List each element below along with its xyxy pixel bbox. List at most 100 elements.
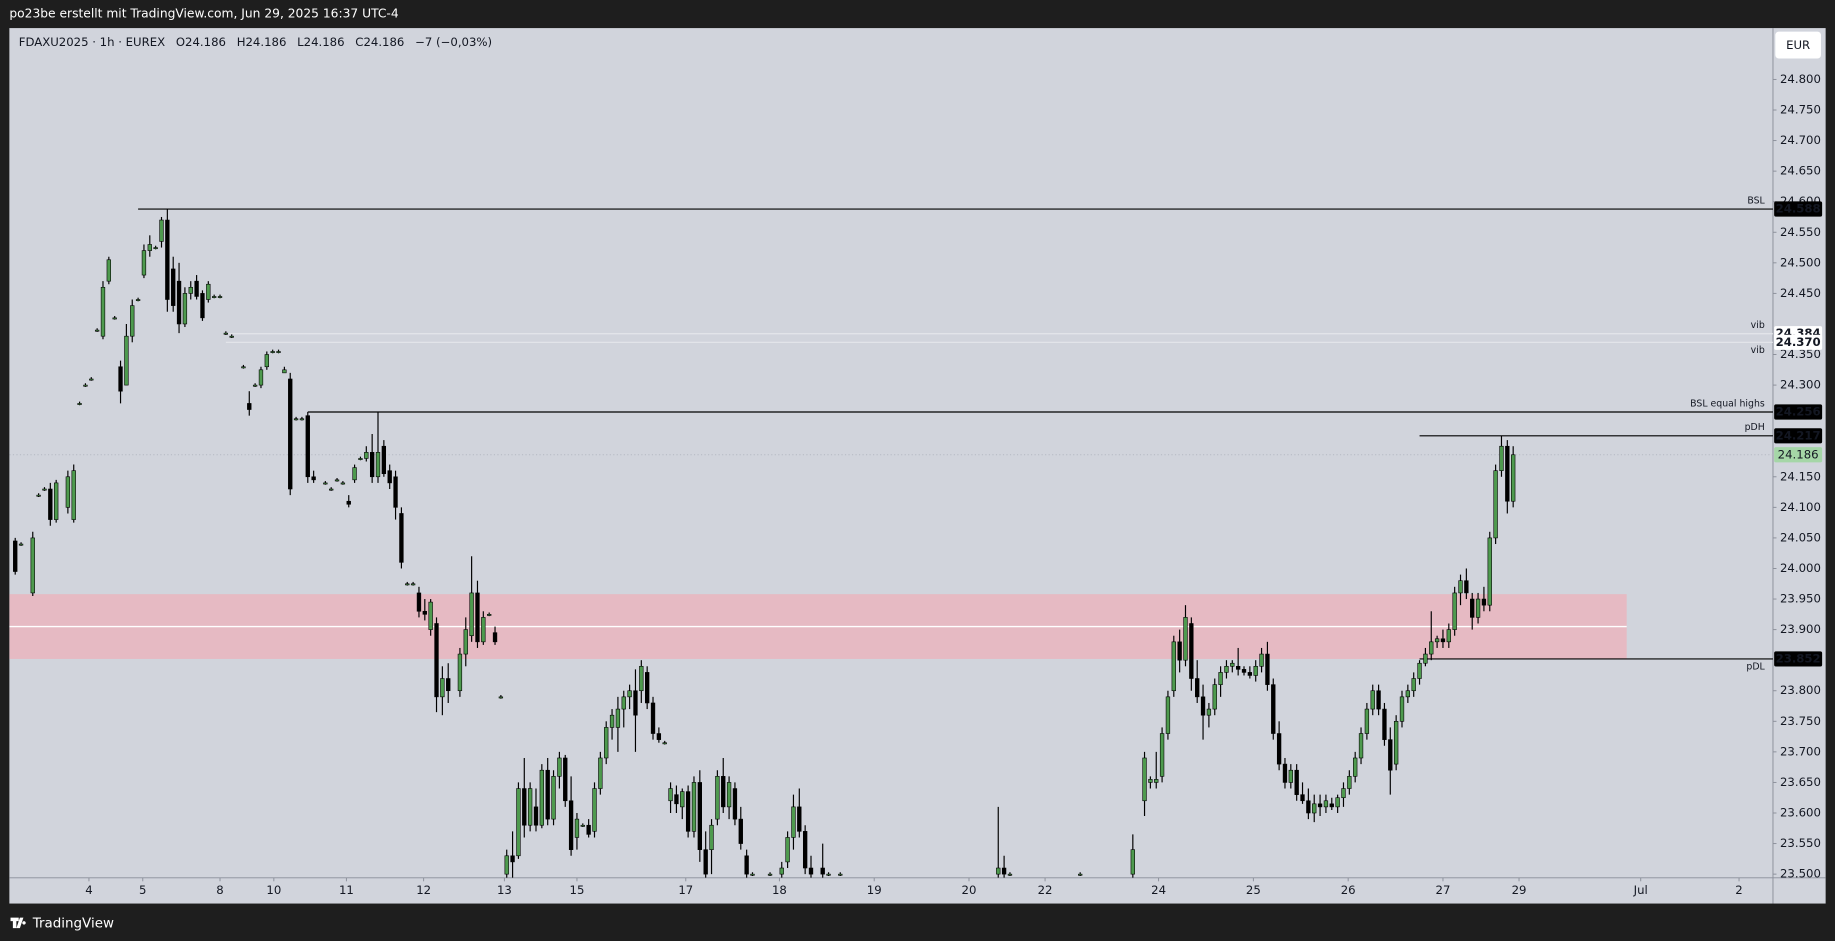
candle-body — [241, 366, 246, 369]
price-box-label: 24.217 — [1776, 428, 1821, 442]
candle-body — [721, 776, 726, 808]
price-box — [1774, 428, 1823, 444]
candle-body — [469, 592, 474, 637]
candle-body — [487, 614, 492, 616]
candle-body — [1276, 733, 1282, 765]
candle-body — [1353, 757, 1358, 777]
candle-body — [1235, 665, 1241, 670]
candle-body — [1470, 598, 1475, 618]
candle-body — [30, 537, 35, 594]
candle-body — [1458, 580, 1463, 594]
y-tick-label: 24.000 — [1780, 561, 1821, 575]
currency-button[interactable] — [1775, 31, 1821, 59]
candle-body — [282, 369, 287, 374]
candle-body — [416, 592, 422, 612]
candle-body — [791, 806, 796, 838]
y-tick-label: 23.500 — [1780, 867, 1821, 881]
symbol: FDAXU2025 · 1h · EUREX — [19, 35, 165, 49]
candle-body — [311, 476, 316, 481]
level-label: vib — [1751, 345, 1765, 356]
top-bar-text: po23be erstellt mit TradingView.com, Jun… — [9, 7, 398, 21]
candle-body — [346, 500, 351, 505]
candle-body — [1393, 721, 1399, 765]
price-box — [1774, 334, 1823, 350]
candle-body — [674, 794, 679, 805]
price-box-label: 24.256 — [1776, 404, 1821, 418]
candle-body — [1317, 803, 1323, 808]
candle-body — [568, 800, 574, 850]
candle-body — [1341, 788, 1346, 799]
y-tick-label: 24.050 — [1780, 530, 1821, 544]
candle-body — [726, 782, 732, 808]
candle-body — [1253, 665, 1258, 676]
y-tick-label: 24.800 — [1780, 72, 1821, 86]
close-value: C24.186 — [355, 35, 404, 49]
candle-body — [405, 583, 410, 586]
candle-body — [217, 296, 223, 298]
candle-body — [364, 452, 369, 459]
x-tick-label: Jul — [1633, 883, 1648, 897]
candle-body — [1364, 708, 1370, 734]
candle-body — [621, 696, 626, 710]
candle-body — [375, 452, 381, 478]
candle-body — [709, 824, 714, 850]
candle-body — [685, 791, 691, 832]
low-value: L24.186 — [297, 35, 344, 49]
candle-body — [293, 418, 299, 421]
candle-body — [112, 317, 117, 320]
candle-body — [206, 283, 211, 300]
candle-body — [457, 653, 463, 692]
candle-body — [750, 873, 755, 876]
price-box-label: 23.852 — [1776, 651, 1821, 665]
x-tick-label: 12 — [416, 883, 431, 897]
candle-body — [598, 757, 603, 789]
candle-body — [738, 818, 743, 844]
y-tick-label: 23.800 — [1780, 683, 1821, 697]
x-tick-label: 5 — [139, 883, 146, 897]
candle-body — [1247, 672, 1253, 676]
candle-body — [715, 776, 720, 820]
price-box-label: 24.370 — [1776, 335, 1821, 349]
candle-body — [340, 482, 346, 485]
x-tick-label: 13 — [497, 883, 512, 897]
candle-body — [1300, 794, 1305, 802]
candle-body — [1464, 580, 1469, 594]
candle-body — [188, 286, 193, 294]
candle-body — [252, 384, 258, 387]
candle-body — [258, 369, 264, 386]
candle-body — [1446, 629, 1451, 643]
candle-body — [539, 769, 545, 826]
candle-body — [1142, 757, 1147, 802]
y-tick-label: 24.100 — [1780, 500, 1821, 514]
x-tick-label: 20 — [962, 883, 977, 897]
candle-body — [153, 247, 158, 250]
candle-body — [410, 583, 416, 586]
currency-label[interactable]: EUR — [1786, 38, 1810, 52]
candle-body — [697, 782, 702, 850]
candle-body — [264, 354, 269, 368]
candle-body — [492, 632, 498, 643]
candle-body — [563, 757, 568, 802]
x-tick-label: 8 — [216, 883, 223, 897]
candle-body — [656, 733, 662, 740]
symbol-legend: FDAXU2025 · 1h · EUREX O24.186 H24.186 L… — [19, 35, 492, 49]
candle-body — [1165, 696, 1171, 734]
candle-body — [1434, 638, 1440, 643]
candle-body — [71, 470, 76, 520]
candle-body — [36, 494, 41, 497]
x-tick-label: 25 — [1246, 883, 1261, 897]
candle-body — [200, 293, 205, 319]
candle-body — [627, 690, 632, 698]
candle-body — [498, 696, 504, 699]
level-label: vib — [1751, 320, 1765, 331]
candle-body — [1224, 665, 1229, 673]
candle-body — [527, 788, 533, 826]
candle-body — [89, 378, 94, 381]
price-box — [1774, 201, 1823, 217]
candle-body — [1417, 662, 1422, 679]
candle-body — [1382, 708, 1387, 740]
candle-body — [399, 513, 404, 563]
candle-body — [533, 806, 539, 826]
candle-body — [334, 479, 340, 482]
